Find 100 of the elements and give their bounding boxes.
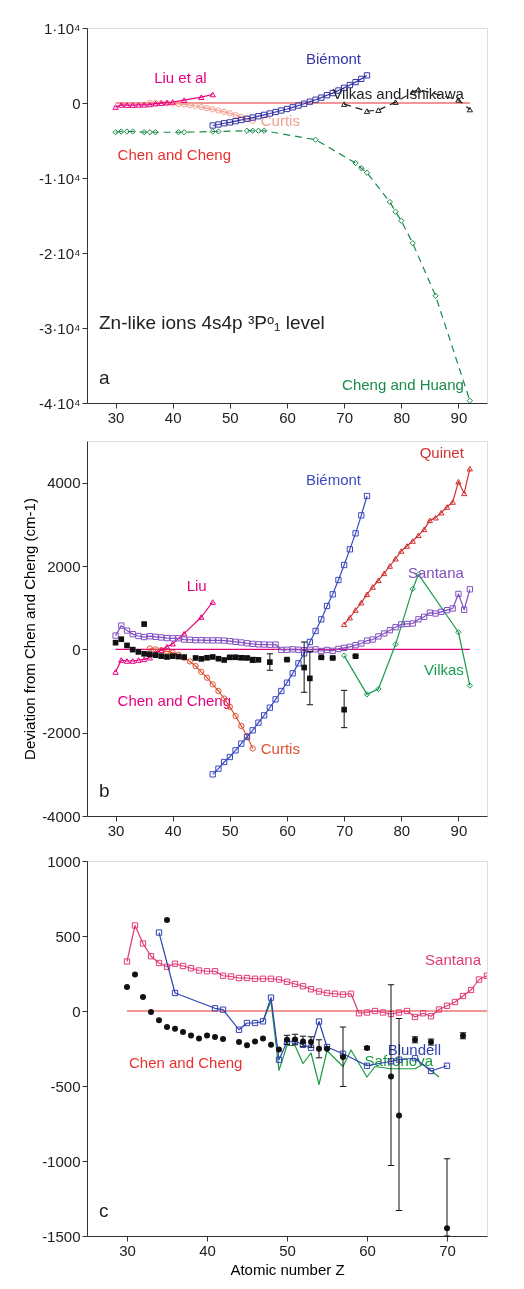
- point: [283, 679, 291, 686]
- point: [398, 548, 405, 554]
- point: [158, 653, 165, 659]
- y-tick-label: -4000: [42, 807, 81, 825]
- point: [129, 646, 136, 653]
- series-label: Santana: [425, 950, 482, 968]
- point: [179, 962, 187, 970]
- point: [192, 662, 199, 670]
- point: [221, 120, 228, 127]
- point: [181, 630, 188, 637]
- point: [411, 1013, 419, 1021]
- point: [238, 116, 245, 124]
- point: [392, 555, 399, 562]
- point: [209, 91, 216, 98]
- point: [278, 687, 285, 695]
- point: [387, 1010, 395, 1018]
- y-tick-label: 0: [72, 640, 81, 658]
- point: [215, 655, 222, 662]
- x-tick-label: 60: [279, 408, 296, 426]
- point: [215, 765, 222, 772]
- point: [295, 660, 302, 667]
- x-tick-label: 40: [164, 821, 182, 839]
- point: [155, 959, 163, 967]
- series-label: Biémont: [305, 50, 362, 68]
- point: [467, 986, 475, 994]
- point: [196, 1035, 202, 1042]
- x-tick-label: 30: [107, 821, 125, 839]
- point: [221, 657, 227, 663]
- point: [155, 929, 163, 936]
- point: [363, 108, 371, 114]
- point: [198, 94, 205, 100]
- point: [466, 465, 473, 472]
- point: [341, 561, 348, 569]
- point: [169, 640, 176, 647]
- point: [299, 983, 307, 990]
- point: [249, 727, 256, 734]
- annotation: b: [99, 780, 110, 801]
- point: [124, 642, 130, 649]
- point: [403, 1007, 411, 1015]
- point: [181, 129, 188, 136]
- point: [235, 1026, 243, 1033]
- point: [301, 100, 308, 107]
- x-tick-label: 60: [359, 1241, 376, 1259]
- point: [112, 669, 119, 675]
- point: [249, 127, 256, 134]
- point: [289, 670, 296, 677]
- point: [278, 107, 285, 114]
- y-tick-label: 0: [72, 1002, 81, 1020]
- point: [261, 712, 268, 719]
- point: [152, 129, 159, 136]
- point: [232, 118, 239, 125]
- point: [180, 1029, 186, 1035]
- point: [118, 657, 125, 663]
- point: [244, 1042, 250, 1049]
- point: [209, 599, 216, 605]
- point: [169, 653, 176, 659]
- y-tick-label: 0: [72, 94, 81, 112]
- point: [235, 974, 243, 982]
- point: [339, 1050, 347, 1057]
- point: [275, 976, 283, 983]
- x-axis-title: Atomic number Z: [230, 1260, 345, 1278]
- point: [131, 922, 139, 929]
- point: [461, 490, 468, 497]
- point: [209, 681, 216, 688]
- series-label: Curtis: [260, 739, 300, 757]
- y-tick-label: -4·10⁴: [39, 394, 81, 412]
- point: [409, 240, 416, 247]
- point: [443, 504, 451, 510]
- point: [443, 1002, 451, 1009]
- x-tick-label: 80: [393, 408, 411, 426]
- point: [379, 1009, 387, 1016]
- point: [341, 101, 348, 107]
- point: [186, 102, 193, 109]
- point: [312, 136, 319, 143]
- y-tick-label: -1000: [42, 1152, 81, 1170]
- point: [315, 1018, 323, 1025]
- point: [363, 1009, 371, 1016]
- point: [255, 127, 262, 134]
- point: [209, 106, 216, 113]
- point: [252, 1038, 258, 1045]
- point: [141, 102, 148, 108]
- point: [243, 127, 251, 134]
- series-label: Vilkas: [424, 660, 464, 678]
- point: [392, 99, 399, 105]
- point: [355, 1010, 363, 1017]
- y-axis-title: Deviation from Chen and Cheng (cm-1): [21, 498, 39, 760]
- point: [259, 1018, 267, 1025]
- point: [363, 72, 371, 79]
- point: [381, 570, 388, 577]
- line-series: [112, 91, 216, 110]
- point: [276, 1046, 282, 1053]
- point: [198, 668, 205, 675]
- point: [392, 641, 399, 648]
- text: Chen and Cheng: [117, 146, 232, 163]
- point: [419, 1010, 427, 1017]
- x-tick-label: 70: [439, 1241, 456, 1259]
- point: [124, 984, 130, 990]
- point: [339, 991, 347, 998]
- point: [466, 397, 473, 403]
- point: [363, 492, 371, 500]
